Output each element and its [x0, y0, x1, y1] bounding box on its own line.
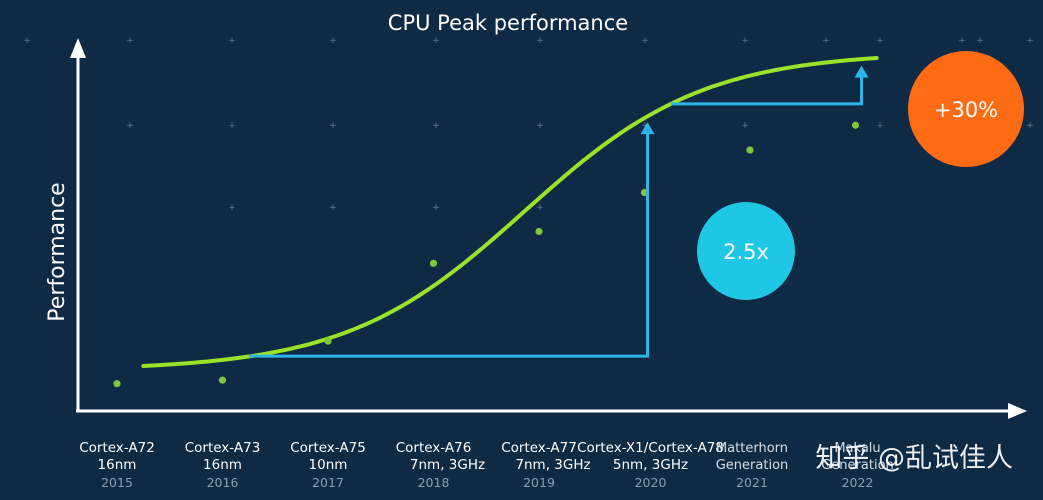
sparkle-mark: +	[126, 36, 134, 46]
sparkle-mark: +	[536, 36, 544, 46]
x-tick-label-year: 2017	[312, 475, 344, 490]
data-point	[429, 259, 438, 267]
sparkle-mark: +	[958, 36, 966, 46]
chart-title: CPU Peak performance	[388, 11, 628, 35]
x-tick-label-name: Cortex-A76	[396, 440, 472, 456]
sparkle-mark: +	[976, 36, 984, 46]
x-tick-label-detail: Generation	[821, 458, 894, 473]
sparkle-mark: +	[1026, 36, 1034, 46]
x-tick-labels: Cortex-A7216nm2015Cortex-A7316nm2016Cort…	[79, 440, 894, 490]
x-tick-label-year: 2020	[635, 475, 667, 490]
sparkle-mark: +	[641, 36, 649, 46]
sparkle-mark: +	[822, 36, 830, 46]
step-line	[248, 132, 649, 358]
x-tick-label-name: Cortex-A73	[185, 440, 261, 456]
x-tick-label-year: 2015	[101, 475, 133, 490]
x-tick-label-year: 2016	[207, 475, 239, 490]
sparkle-mark: +	[741, 121, 749, 131]
x-tick-label-name: Cortex-X1/Cortex-A78	[577, 440, 724, 456]
x-tick-label-name: Cortex-A75	[290, 440, 366, 456]
x-tick-label-detail: 16nm	[98, 457, 137, 473]
x-tick-label-detail: Generation	[716, 458, 789, 473]
x-tick-label-detail: 7nm, 3GHz	[515, 457, 590, 473]
sparkle-mark: +	[23, 36, 31, 46]
sparkle-mark: +	[329, 36, 337, 46]
x-tick-label-name: Cortex-A77	[501, 440, 577, 456]
data-point	[113, 380, 121, 388]
x-tick-label-detail: 10nm	[309, 457, 348, 473]
sparkle-mark: +	[228, 36, 236, 46]
sparkle-mark: +	[536, 121, 544, 131]
sparkle-mark: +	[641, 121, 649, 131]
x-tick-label-detail: 5nm, 3GHz	[613, 457, 688, 473]
x-tick-label-detail: 16nm	[203, 457, 242, 473]
data-point	[218, 376, 227, 384]
x-tick-label-name: Makalu	[834, 441, 880, 456]
sparkle-mark: +	[1026, 121, 1034, 131]
sparkle-mark: +	[228, 121, 236, 131]
watermark-text: 知乎 @乱试佳人	[815, 443, 1013, 474]
x-tick-label-detail: 7nm, 3GHz	[410, 457, 485, 473]
sparkle-mark: +	[741, 36, 749, 46]
data-point	[535, 227, 543, 236]
improvement-badge-label: 2.5x	[723, 240, 769, 264]
trend-curve	[141, 56, 879, 368]
data-point	[746, 146, 754, 154]
sparkle-mark: +	[876, 121, 884, 131]
step-arrowhead	[640, 122, 655, 135]
y-axis	[70, 38, 86, 412]
improvement-badge	[697, 202, 795, 300]
x-tick-label-name: Matterhorn	[716, 441, 788, 456]
sparkle-mark: +	[536, 203, 544, 213]
sparkle-mark: +	[329, 203, 337, 213]
step-arrowhead	[854, 65, 869, 78]
sparkle-mark: +	[876, 36, 884, 46]
improvement-steps	[248, 65, 869, 358]
sparkle-mark: +	[432, 203, 440, 213]
y-axis-label: Performance	[45, 182, 70, 321]
improvement-badges: 2.5x +30%	[697, 51, 1024, 300]
x-tick-label-year: 2021	[736, 475, 768, 490]
x-axis	[76, 403, 1027, 419]
improvement-badge	[908, 51, 1024, 167]
sparkle-mark: +	[329, 121, 337, 131]
sparkle-mark: +	[126, 121, 134, 131]
x-tick-label-name: Cortex-A72	[79, 440, 155, 456]
data-point	[851, 121, 860, 129]
data-point	[324, 337, 332, 345]
step-line	[670, 75, 863, 106]
x-tick-label-year: 2018	[418, 475, 450, 490]
improvement-badge-label: +30%	[934, 98, 998, 122]
sparkle-mark: +	[432, 36, 440, 46]
background-sparkles: + + + + + + + + + + + + + + + + + + + + + + + + + +	[23, 36, 1034, 213]
sparkle-mark: +	[228, 203, 236, 213]
x-tick-label-year: 2022	[842, 475, 874, 490]
sparkle-mark: +	[432, 121, 440, 131]
x-tick-label-year: 2019	[523, 475, 555, 490]
